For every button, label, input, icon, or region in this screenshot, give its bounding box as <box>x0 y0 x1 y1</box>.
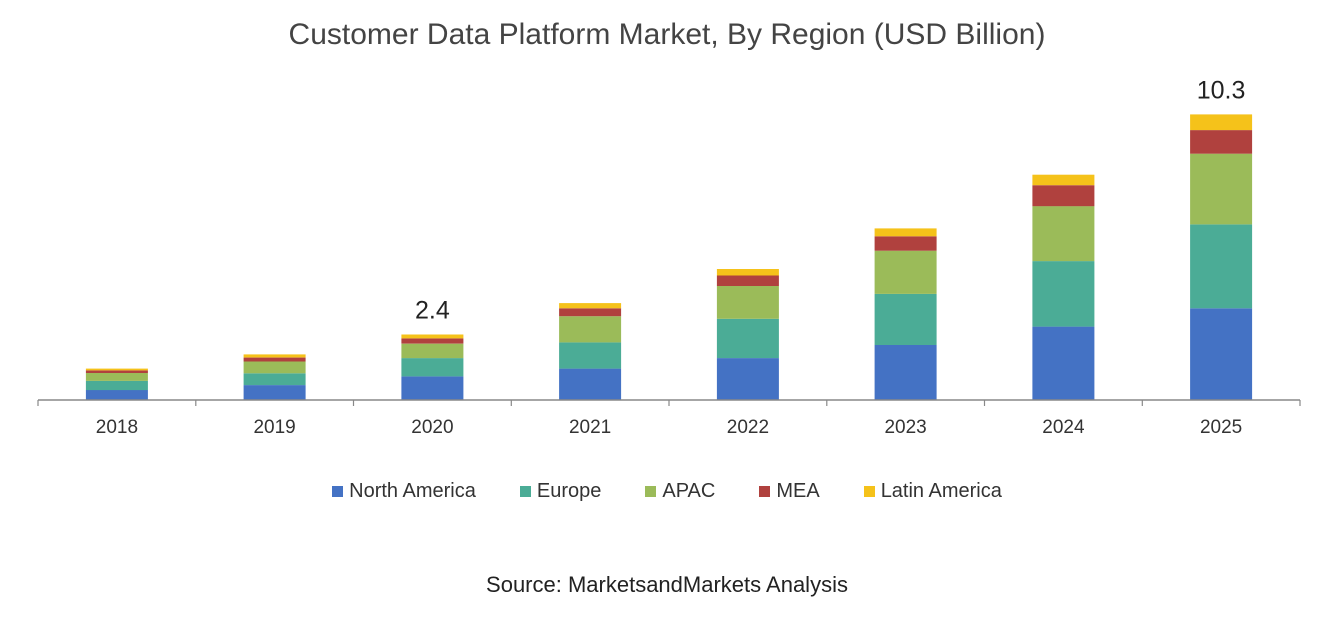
chart-title: Customer Data Platform Market, By Region… <box>288 18 1046 51</box>
bar-segment-apac-2022 <box>716 286 779 319</box>
bar-segment-apac-2019 <box>243 361 306 374</box>
bar-segment-apac-2018 <box>85 373 148 381</box>
bar-segment-latin-america-2018 <box>85 368 148 371</box>
bar-segment-europe-2018 <box>85 380 148 391</box>
x-tick-label-2018: 2018 <box>96 417 138 438</box>
bar-segment-mea-2025 <box>1190 130 1253 154</box>
bar-segment-latin-america-2019 <box>243 354 306 358</box>
bar-segment-latin-america-2020 <box>401 334 464 339</box>
legend-swatch <box>645 486 657 497</box>
bar-segment-mea-2022 <box>716 275 779 286</box>
bar-segment-europe-2023 <box>874 293 937 345</box>
bar-segment-europe-2022 <box>716 318 779 359</box>
x-tick-label-2022: 2022 <box>727 417 769 438</box>
bar-segment-mea-2023 <box>874 236 937 251</box>
bar-segment-north-america-2021 <box>559 368 622 400</box>
x-tick-label-2021: 2021 <box>569 417 611 438</box>
bar-segment-latin-america-2021 <box>559 303 622 309</box>
legend-label: Europe <box>536 480 602 502</box>
bar-segment-north-america-2023 <box>874 345 937 400</box>
bar-segment-europe-2020 <box>401 358 464 377</box>
legend-item-apac: APAC <box>645 480 715 503</box>
bar-segment-north-america-2019 <box>243 385 306 400</box>
bar-segment-apac-2023 <box>874 250 937 294</box>
x-tick-label-2023: 2023 <box>884 417 926 438</box>
legend-item-latin-america: Latin America <box>863 480 1002 503</box>
chart-legend: North America Europe APAC MEA Latin America <box>0 480 1334 503</box>
bar-segment-europe-2025 <box>1190 224 1253 309</box>
bar-segment-apac-2020 <box>401 343 464 359</box>
legend-swatch <box>519 486 531 497</box>
bar-segment-europe-2019 <box>243 373 306 386</box>
bar-segment-north-america-2018 <box>85 390 148 400</box>
bar-segment-apac-2024 <box>1032 206 1095 262</box>
x-tick-label-2019: 2019 <box>253 417 295 438</box>
bar-segment-latin-america-2023 <box>874 228 937 237</box>
bar-segment-europe-2021 <box>559 342 622 369</box>
source-note: Source: MarketsandMarkets Analysis <box>486 572 848 597</box>
chart-plot: 2018 2019 2.4 2020 2021 2022 2023 2024 10.3 2025 <box>37 76 1301 438</box>
bar-segment-apac-2025 <box>1190 153 1253 225</box>
bar-segment-north-america-2020 <box>401 376 464 400</box>
bar-segment-latin-america-2025 <box>1190 114 1253 131</box>
legend-swatch <box>332 486 344 497</box>
bar-segment-mea-2024 <box>1032 185 1095 207</box>
legend-label: North America <box>349 480 476 502</box>
data-label-2020: 2.4 <box>415 297 450 325</box>
x-tick-label-2020: 2020 <box>411 417 453 438</box>
bar-segment-north-america-2022 <box>716 358 779 400</box>
legend-label: Latin America <box>880 480 1002 502</box>
legend-swatch <box>863 486 875 497</box>
legend-item-north-america: North America <box>332 480 476 503</box>
bar-segment-mea-2018 <box>85 370 148 373</box>
legend-label: MEA <box>776 480 820 502</box>
bar-segment-mea-2021 <box>559 308 622 317</box>
bar-segment-europe-2024 <box>1032 261 1095 327</box>
bar-segment-north-america-2024 <box>1032 326 1095 400</box>
legend-label: APAC <box>662 480 716 502</box>
bar-segment-apac-2021 <box>559 316 622 343</box>
legend-item-mea: MEA <box>759 480 820 503</box>
legend-item-europe: Europe <box>519 480 602 503</box>
data-label-2025: 10.3 <box>1197 76 1246 104</box>
x-tick-label-2024: 2024 <box>1042 417 1085 438</box>
bar-segment-north-america-2025 <box>1190 308 1253 400</box>
bar-segment-latin-america-2024 <box>1032 174 1095 186</box>
x-tick-label-2025: 2025 <box>1200 417 1242 438</box>
legend-swatch <box>759 486 771 497</box>
bar-segment-mea-2019 <box>243 357 306 362</box>
bar-segment-latin-america-2022 <box>716 269 779 276</box>
bar-segment-mea-2020 <box>401 338 464 344</box>
